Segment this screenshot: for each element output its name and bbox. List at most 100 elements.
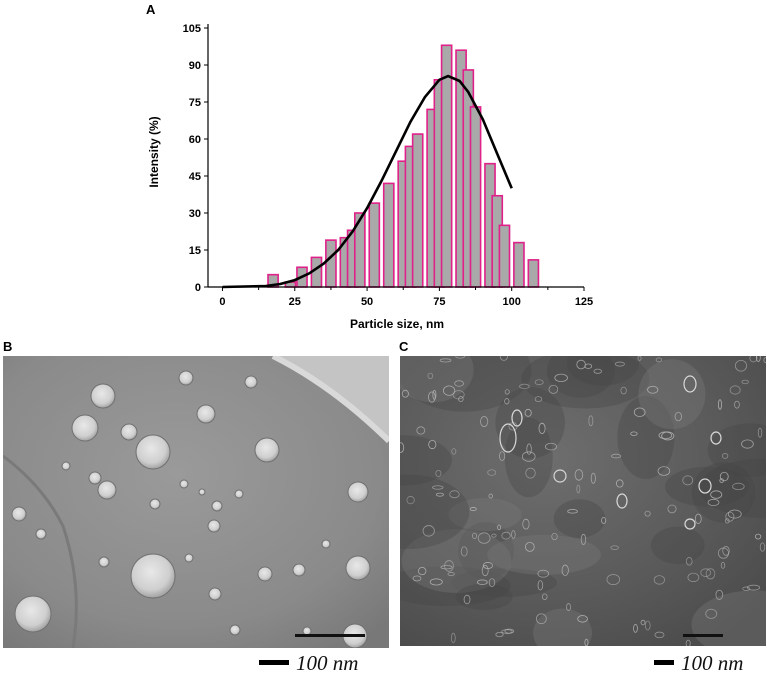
particle — [548, 384, 559, 394]
panel-label-c: C — [399, 339, 409, 354]
particle — [428, 391, 436, 403]
particle — [482, 562, 493, 569]
particle — [491, 533, 497, 538]
particle — [442, 385, 456, 396]
particle — [428, 439, 437, 450]
particle — [725, 511, 735, 522]
particle — [610, 453, 622, 459]
particle — [499, 451, 506, 461]
scale-bar-c — [654, 660, 674, 665]
particle — [742, 586, 751, 592]
panel-label-b: B — [3, 339, 13, 354]
droplet — [184, 553, 194, 563]
particle — [534, 396, 543, 403]
particle — [538, 422, 546, 434]
particle — [537, 580, 544, 591]
particle — [685, 639, 691, 646]
x-tick-label-100: 100 — [503, 296, 521, 308]
bar-15 — [440, 44, 453, 288]
particle — [755, 356, 761, 362]
particle — [406, 496, 415, 505]
droplet — [292, 563, 306, 577]
droplet — [97, 480, 117, 500]
tem-image-b — [3, 356, 389, 648]
particle — [536, 613, 547, 625]
particle — [567, 509, 578, 514]
particle — [455, 356, 466, 359]
particle — [614, 361, 625, 367]
bar-22 — [513, 241, 525, 288]
droplet — [347, 481, 369, 503]
particle — [655, 357, 662, 363]
particle — [615, 479, 624, 488]
droplet — [14, 595, 52, 633]
particle — [501, 531, 511, 540]
particle — [469, 507, 477, 512]
particle — [647, 385, 659, 394]
particle — [401, 389, 409, 398]
scale-bar-b — [259, 660, 289, 665]
droplet — [244, 375, 258, 389]
particle — [674, 411, 682, 422]
particle — [633, 407, 646, 418]
particle — [488, 493, 493, 499]
particle-bright — [499, 423, 517, 453]
bar-18 — [469, 106, 482, 288]
y-axis-label: Intensity (%) — [147, 116, 161, 187]
sem-image-c — [400, 356, 766, 646]
particle-bright — [511, 409, 523, 427]
particle — [700, 568, 712, 577]
particle — [705, 608, 718, 619]
particle — [476, 579, 488, 585]
particle — [590, 472, 596, 484]
droplet — [178, 370, 194, 386]
x-tick-label-75: 75 — [433, 296, 445, 308]
particle — [718, 399, 722, 410]
droplet — [179, 479, 189, 489]
y-tick-label-0: 0 — [195, 282, 201, 294]
droplet — [211, 500, 223, 512]
particle — [754, 533, 762, 540]
particle — [620, 386, 627, 395]
x-axis-label: Particle size, nm — [350, 317, 444, 331]
particle — [721, 453, 729, 459]
y-tick-label-90: 90 — [189, 60, 201, 72]
particle — [719, 471, 729, 482]
bar-4 — [325, 239, 337, 288]
particle — [759, 542, 766, 552]
y-tick-label-75: 75 — [189, 97, 201, 109]
particle — [722, 546, 730, 556]
particle — [749, 356, 758, 363]
particle — [694, 513, 702, 524]
particle — [477, 532, 491, 544]
particle — [727, 509, 742, 519]
x-tick-label-50: 50 — [361, 296, 373, 308]
particle — [719, 478, 724, 483]
particle — [717, 547, 729, 559]
particle — [440, 565, 453, 570]
droplet — [345, 555, 371, 581]
particle — [637, 356, 642, 361]
particle — [746, 584, 761, 591]
droplet — [198, 488, 206, 496]
droplet — [257, 566, 273, 582]
particle — [633, 623, 638, 633]
y-tick-label-15: 15 — [189, 245, 201, 257]
droplet — [35, 528, 47, 540]
particle — [519, 383, 530, 389]
x-tick-label-25: 25 — [289, 296, 301, 308]
particle — [499, 356, 509, 361]
scale-label-c: 100 nm — [681, 651, 744, 675]
droplet — [254, 437, 280, 463]
particle — [537, 569, 550, 578]
x-tick-label-125: 125 — [575, 296, 593, 308]
particle — [501, 629, 513, 634]
particle — [511, 530, 516, 539]
droplet — [88, 471, 102, 485]
particle — [734, 400, 740, 409]
particle — [654, 631, 665, 639]
particle — [451, 448, 457, 455]
droplet — [196, 404, 216, 424]
droplet — [135, 434, 171, 470]
particle — [417, 566, 427, 576]
